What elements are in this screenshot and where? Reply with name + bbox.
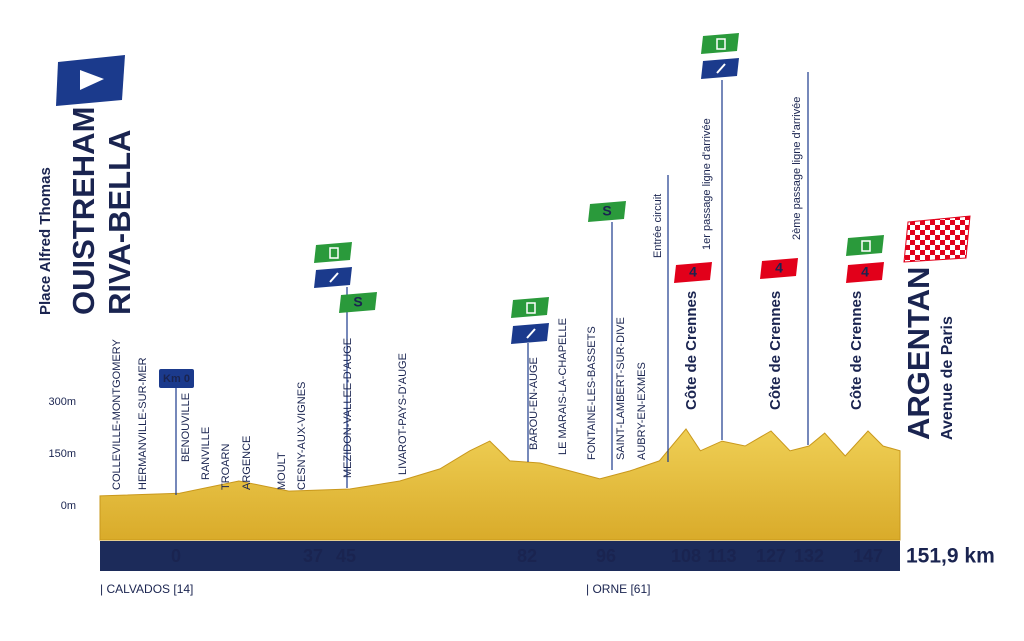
place-name: MOULT (276, 452, 288, 490)
place-name: ARGENCE (241, 436, 253, 490)
place-name: BAROU-EN-AUGE (528, 357, 540, 450)
climb-name: Côte de Crennes (848, 291, 865, 410)
km0-label: Km 0 (163, 373, 190, 385)
place-name: MEZIDON-VALLEE-D'AUGE (342, 338, 354, 478)
place-name: LIVAROT-PAYS-D'AUGE (397, 353, 409, 475)
place-name: SAINT-LAMBERT-SUR-DIVE (615, 317, 627, 460)
place-name: CESNY-AUX-VIGNES (296, 382, 308, 490)
place-name: BENOUVILLE (180, 393, 192, 462)
sprint-label: S (602, 203, 611, 219)
bin-icon (861, 240, 871, 252)
climb-category: 4 (689, 264, 697, 280)
bonus-flag (846, 235, 884, 256)
bonus-flag (701, 33, 739, 54)
place-name: LE MARAIS-LA-CHAPELLE (557, 318, 569, 455)
finish-place: Avenue de Paris (939, 316, 956, 440)
x-tick-label: 147 (853, 546, 883, 566)
x-tick-label: 108 (671, 546, 701, 566)
sprint-flag (588, 201, 626, 222)
place-name: FONTAINE-LES-BASSETS (586, 326, 598, 460)
bin-icon (526, 302, 536, 314)
km0-box (159, 369, 194, 388)
start-place: Place Alfred Thomas (37, 167, 54, 315)
y-tick-label: 0m (61, 500, 76, 512)
profile-area (99, 428, 901, 541)
x-tick-label: 96 (596, 546, 616, 566)
note: Entrée circuit (652, 194, 664, 258)
x-tick-label: 0 (171, 546, 181, 566)
note: 1er passage ligne d'arrivée (701, 118, 713, 250)
finish-town: ARGENTAN (901, 267, 936, 440)
slash-icon (526, 328, 536, 339)
x-tick-label: 132 (794, 546, 824, 566)
km-bar (100, 541, 900, 571)
sprint-flag (339, 292, 377, 313)
department: | ORNE [61] (586, 582, 650, 596)
x-tick-label: 45 (336, 546, 356, 566)
sprint-label: S (353, 294, 362, 310)
slash-icon (329, 272, 339, 283)
x-tick-label: 37 (303, 546, 323, 566)
x-tick-label: 113 (707, 546, 736, 566)
finish-flag (903, 215, 971, 263)
climb-flag (846, 262, 884, 283)
climb-name: Côte de Crennes (767, 291, 784, 410)
climb-flag (674, 262, 712, 283)
start-town: OUISTREHAM (66, 107, 101, 315)
bonus-flag (511, 297, 549, 318)
x-tick-label: 82 (517, 546, 537, 566)
bin-icon (329, 247, 339, 259)
climb-flag (760, 258, 798, 279)
bonus-flag (314, 242, 352, 263)
y-tick-label: 150m (48, 448, 76, 460)
y-tick-label: 300m (48, 396, 76, 408)
place-name: RANVILLE (200, 427, 212, 480)
note: 2ème passage ligne d'arrivée (791, 97, 803, 240)
department: | CALVADOS [14] (100, 582, 193, 596)
place-name: COLLEVILLE-MONTGOMERY (111, 339, 123, 490)
start-arrow (80, 70, 104, 90)
bin-icon (716, 38, 726, 50)
place-name: HERMANVILLE-SUR-MER (137, 357, 149, 490)
place-name: TROARN (220, 444, 232, 491)
x-tick-label: 127 (756, 546, 786, 566)
climb-category: 4 (775, 260, 783, 276)
climb-name: Côte de Crennes (683, 291, 700, 410)
climb-category: 4 (861, 264, 869, 280)
place-name: AUBRY-EN-EXMES (636, 362, 648, 460)
slash-icon (716, 63, 726, 74)
x-tick-label: 151,9 km (906, 545, 995, 568)
start-town: RIVA-BELLA (102, 130, 137, 315)
